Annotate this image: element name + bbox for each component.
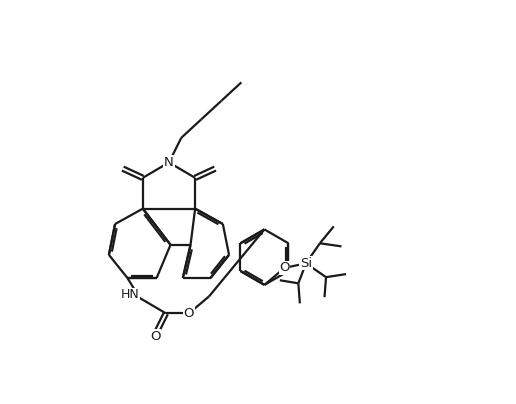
Text: O: O: [150, 330, 160, 343]
Text: O: O: [279, 261, 289, 274]
Text: N: N: [164, 156, 174, 169]
Text: O: O: [184, 307, 194, 320]
Text: HN: HN: [121, 288, 140, 301]
Text: Si: Si: [300, 257, 312, 270]
